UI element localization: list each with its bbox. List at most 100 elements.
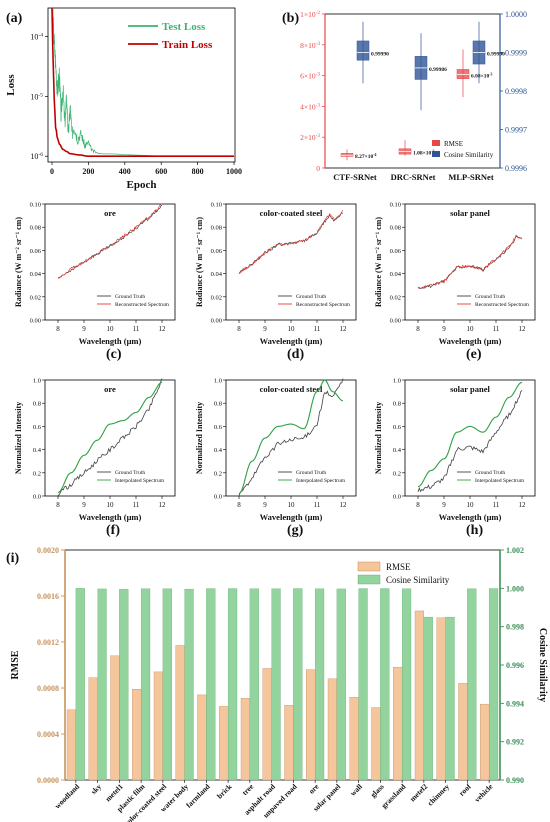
bar-rmse bbox=[349, 697, 359, 781]
x-tick-label: 8 bbox=[237, 325, 241, 333]
x-category-label: DRC-SRNet bbox=[391, 172, 436, 182]
y-tick-label-right: 1.000 bbox=[506, 584, 524, 593]
panel-letter-e: (e) bbox=[466, 347, 482, 362]
x-tick-label: 12 bbox=[519, 325, 527, 333]
x-category-label: wall bbox=[348, 782, 364, 798]
legend-ground-truth: Ground Truth bbox=[115, 470, 145, 476]
rmse-median-label: 8.27×10-4 bbox=[355, 153, 377, 160]
x-axis-label: Wavelength (μm) bbox=[79, 336, 142, 346]
chart-d: 8 9 10 11 12 0.00 0.02 0.04 0.06 0.08 0.10 color-co… bbox=[195, 202, 357, 346]
panel-title: ore bbox=[104, 384, 116, 394]
legend-series-2: Interpolated Spectrum bbox=[296, 478, 346, 484]
y-tick-label: 0.02 bbox=[30, 294, 41, 301]
legend-train-loss: Train Loss bbox=[162, 39, 213, 51]
series-reconstructed bbox=[417, 234, 523, 289]
legend-ground-truth: Ground Truth bbox=[475, 294, 505, 300]
y-tick-label-left: 6×10-3 bbox=[300, 72, 320, 81]
legend-cos: Cosine Similarity bbox=[386, 575, 450, 585]
series-train-loss bbox=[51, 7, 234, 157]
bar-cos bbox=[293, 588, 303, 781]
x-category-label: farmland bbox=[184, 781, 212, 809]
bar-cos bbox=[119, 589, 129, 781]
x-tick-label: 12 bbox=[519, 501, 527, 509]
bar-rmse bbox=[414, 610, 425, 781]
y-tick-label: 10-5 bbox=[30, 92, 43, 101]
bar-cos bbox=[358, 588, 368, 781]
x-axis-label: Wavelength (μm) bbox=[439, 336, 502, 346]
y-tick-label: 0.06 bbox=[30, 248, 42, 255]
x-category-label: roof bbox=[457, 782, 473, 798]
chart-e: 8 9 10 11 12 0.00 0.02 0.04 0.06 0.08 0.10 solar pa… bbox=[374, 202, 536, 346]
y-tick-label-right: 0.996 bbox=[506, 661, 524, 670]
chart-h: 8 9 10 11 12 0.0 0.2 0.4 0.6 0.8 1.0 solar panel Wav… bbox=[374, 378, 536, 522]
y-tick-label: 0.00 bbox=[211, 318, 222, 325]
panel-title: solar panel bbox=[450, 208, 490, 218]
bar-cos bbox=[184, 588, 194, 781]
bar-cos bbox=[488, 588, 499, 781]
bar-rmse bbox=[240, 698, 251, 781]
bar-rmse bbox=[175, 645, 185, 781]
bar-cos bbox=[271, 588, 281, 781]
x-category-label: ore bbox=[307, 782, 321, 796]
x-tick-label: 10 bbox=[107, 501, 115, 509]
bar-rmse bbox=[393, 667, 403, 781]
legend-rmse: RMSE bbox=[444, 140, 463, 148]
x-category-label: woodland bbox=[53, 781, 82, 810]
y-tick-label-left: 0.0012 bbox=[37, 638, 59, 647]
bar-rmse bbox=[219, 706, 229, 781]
legend-series-2: Reconstructed Spectrum bbox=[296, 302, 351, 308]
y-tick-label-left: 0 bbox=[316, 164, 320, 173]
legend-swatch-cos bbox=[357, 574, 381, 585]
x-tick-label: 12 bbox=[340, 501, 348, 509]
y-tick-label: 1.0 bbox=[393, 378, 401, 385]
bar-cos bbox=[445, 616, 455, 781]
panel-letter-b: (b) bbox=[282, 11, 299, 26]
legend-series-2: Interpolated Spectrum bbox=[475, 478, 525, 484]
y-tick-label-left: 0.0020 bbox=[37, 546, 59, 555]
y-tick-label-right: 1.002 bbox=[506, 546, 524, 555]
panel-title: ore bbox=[104, 208, 116, 218]
x-category-label: chimney bbox=[426, 782, 452, 808]
y-axis-label: Normalized Intensity bbox=[374, 402, 383, 474]
y-tick-label: 1.0 bbox=[214, 378, 222, 385]
bar-rmse bbox=[88, 677, 98, 781]
y-tick-label: 0.6 bbox=[214, 424, 223, 431]
y-tick-label: 0.4 bbox=[33, 447, 42, 454]
chart-a: 0 200 400 600 800 1000 10-4 10-5 10-6 Epoch Loss Te… bbox=[5, 7, 242, 191]
legend-series-2: Reconstructed Spectrum bbox=[115, 302, 170, 308]
y-tick-label: 0.8 bbox=[33, 401, 41, 408]
x-tick-label: 9 bbox=[442, 325, 446, 333]
y-tick-label: 10-6 bbox=[30, 152, 43, 161]
y-axis-label: Normalized Intensity bbox=[14, 402, 23, 474]
x-tick-label: 11 bbox=[493, 325, 500, 333]
panel-title: solar panel bbox=[450, 384, 490, 394]
y-tick-label: 0.4 bbox=[393, 447, 402, 454]
legend-cos: Cosine Similarity bbox=[444, 151, 494, 159]
legend-swatch-rmse bbox=[432, 140, 440, 146]
y-tick-label: 0.10 bbox=[390, 202, 401, 209]
legend-swatch-rmse bbox=[357, 561, 381, 572]
y-axis-label: Radiance (W m⁻² sr⁻¹ cm) bbox=[14, 217, 23, 307]
y-tick-label: 0.10 bbox=[211, 202, 222, 209]
legend-test-loss: Test Loss bbox=[162, 21, 206, 33]
bar-cos bbox=[314, 588, 325, 781]
chart-g: 8 9 10 11 12 0.0 0.2 0.4 0.6 0.8 1.0 color-coated s… bbox=[195, 378, 357, 522]
bar-cos bbox=[336, 588, 346, 781]
x-tick-label: 8 bbox=[416, 325, 420, 333]
plot-frame bbox=[324, 13, 501, 169]
bar-cos bbox=[380, 588, 390, 781]
y-tick-label-left: 0.0004 bbox=[37, 730, 59, 739]
x-tick-label: 10 bbox=[288, 501, 296, 509]
x-tick-label: 8 bbox=[56, 325, 60, 333]
x-tick-label: 10 bbox=[107, 325, 115, 333]
y-tick-label: 0.8 bbox=[393, 401, 401, 408]
chart-c: 8 9 10 11 12 0.00 0.02 0.04 0.06 0.08 0.10 ore Wavel… bbox=[14, 202, 176, 346]
x-category-label: MLP-SRNet bbox=[448, 172, 493, 182]
x-tick-label: 10 bbox=[467, 325, 475, 333]
x-tick-label: 9 bbox=[263, 501, 267, 509]
y-axis-label: Radiance (W m⁻² sr⁻¹ cm) bbox=[374, 217, 383, 307]
bar-rmse bbox=[197, 694, 207, 781]
y-tick-label: 0.10 bbox=[30, 202, 41, 209]
panel-letter-i: (i) bbox=[6, 551, 20, 566]
